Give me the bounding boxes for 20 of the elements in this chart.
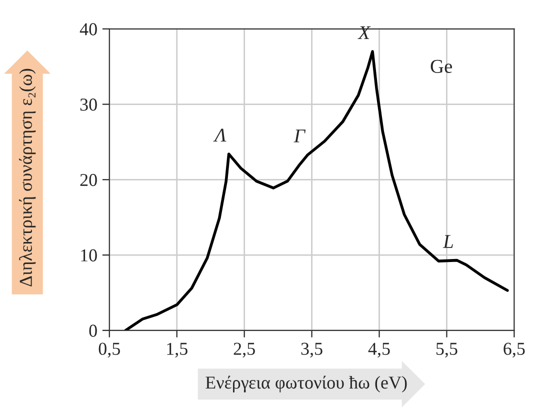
x-tick-label: 0,5 (98, 342, 120, 358)
x-axis-title: Ενέργεια φωτονίου ħω (eV) (206, 376, 407, 392)
y-tick-label: 0 (89, 324, 97, 337)
annotation: X (358, 26, 371, 40)
y-tick-label: 10 (81, 249, 97, 262)
x-tick-label: 3,5 (301, 342, 322, 358)
y-tick-label: 20 (80, 174, 97, 186)
x-tick-label: 1,5 (167, 342, 188, 358)
x-tick-label: 4,5 (368, 342, 390, 358)
x-tick-label: 5,5 (436, 342, 458, 358)
x-tick-label: 2,5 (234, 342, 255, 358)
y-axis-title: Διηλεκτρική συνάρτηση ε₂(ω) (19, 68, 36, 286)
annotation: Λ (213, 128, 226, 142)
y-tick-label: 40 (80, 23, 97, 36)
y-tick-label: 30 (80, 98, 97, 111)
x-tick-label: 6,5 (504, 342, 525, 358)
line-series (124, 50, 509, 330)
annotation: Γ (294, 130, 306, 142)
annotation: L (442, 235, 453, 248)
annotation: Ge (430, 60, 452, 73)
